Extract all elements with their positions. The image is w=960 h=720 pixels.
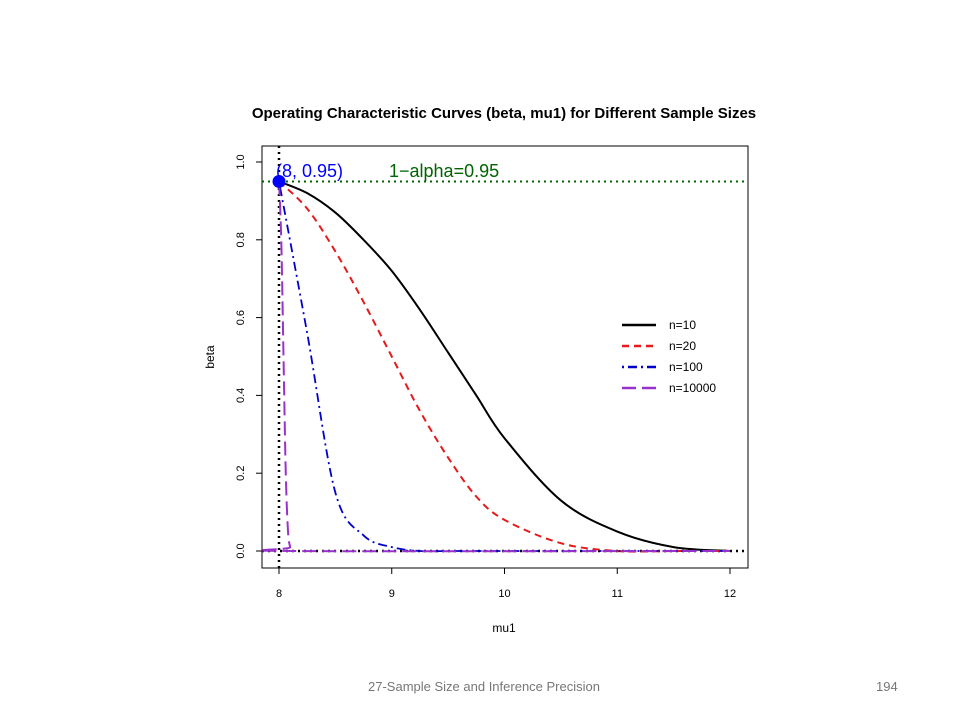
x-tick-label: 10 <box>498 588 510 600</box>
x-tick-label: 8 <box>276 588 282 600</box>
x-tick-label: 11 <box>612 588 623 600</box>
highlight-point-label: (8, 0.95) <box>276 161 343 181</box>
y-tick-label: 0.4 <box>235 388 247 403</box>
y-tick-label: 1.0 <box>235 154 247 169</box>
slide-page-number: 194 <box>876 679 898 694</box>
y-tick-label: 0.0 <box>235 543 247 558</box>
reference-lines: 1−alpha=0.95 <box>262 146 748 568</box>
x-tick-label: 12 <box>724 588 736 600</box>
x-axis: 8 9 10 11 12 <box>276 568 736 600</box>
series-line-n-10 <box>278 180 731 552</box>
slide-footer-title: 27-Sample Size and Inference Precision <box>368 679 600 694</box>
plot-frame <box>261 145 749 569</box>
series-lines <box>258 180 731 553</box>
legend-label-n-10000: n=10000 <box>669 381 716 395</box>
legend-label-n-20: n=20 <box>669 339 696 353</box>
series-line-n-10000 <box>258 181 731 553</box>
y-tick-label: 0.6 <box>235 310 247 325</box>
highlight-marker <box>272 174 286 188</box>
y-tick-label: 0.8 <box>235 232 247 247</box>
x-tick-label: 9 <box>389 588 395 600</box>
series-line-n-20 <box>278 180 730 553</box>
alpha-annotation: 1−alpha=0.95 <box>389 161 499 181</box>
legend-label-n-10: n=10 <box>669 318 696 332</box>
series-line-n-100 <box>278 181 730 553</box>
chart-title: Operating Characteristic Curves (beta, m… <box>252 105 756 122</box>
y-tick-label: 0.2 <box>235 466 247 481</box>
x-axis-label: mu1 <box>492 621 516 635</box>
legend: n=10 n=20 n=100 n=10000 <box>622 318 716 395</box>
legend-label-n-100: n=100 <box>669 360 703 374</box>
highlight-point: (8, 0.95) <box>272 161 343 188</box>
y-axis-label: beta <box>203 345 217 369</box>
y-axis: 0.0 0.2 0.4 0.6 0.8 1.0 <box>235 154 262 559</box>
